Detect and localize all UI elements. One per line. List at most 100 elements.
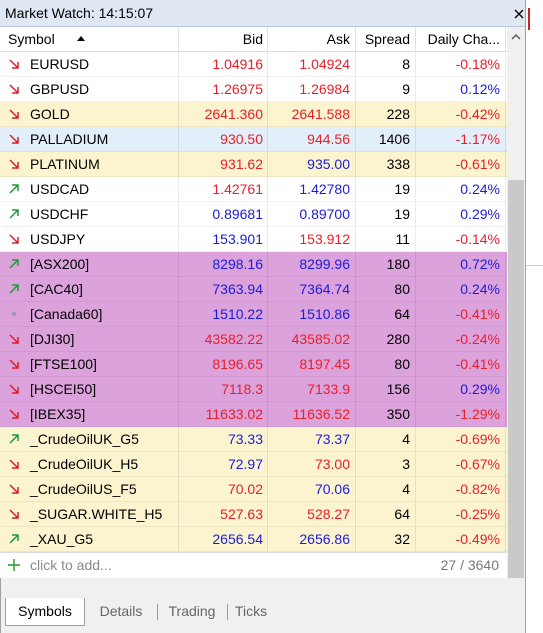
cell-divider [415,452,416,477]
cell-divider [178,202,179,227]
table-row[interactable]: USDCHF 0.89681 0.89700 19 0.29% [0,202,507,227]
cell-divider [415,52,416,77]
table-row[interactable]: _CrudeOilUK_H5 72.97 73.00 3 -0.67% [0,452,507,477]
symbol-cell: _CrudeOilUS_F5 [30,481,137,497]
tab[interactable]: Details [99,603,143,619]
column-header[interactable]: Ask [326,31,350,47]
table-row[interactable]: EURUSD 1.04916 1.04924 8 -0.18% [0,52,507,77]
scroll-up[interactable] [511,33,521,41]
change-cell: -0.69% [455,431,500,447]
trend-icon [9,409,19,419]
window-title: Market Watch: 14:15:07 [5,5,154,21]
trend-icon [9,59,19,69]
scrollbar[interactable] [507,27,525,578]
bid-cell: 70.02 [227,481,263,497]
plus-icon [8,559,20,571]
column-header[interactable]: Bid [242,31,263,47]
ask-cell: 11636.52 [292,406,350,422]
table-row[interactable]: [FTSE100] 8196.65 8197.45 80 -0.41% [0,352,507,377]
column-divider [178,27,179,52]
cell-divider [267,477,268,502]
bid-cell: 11633.02 [205,406,263,422]
add-prompt: click to add... [30,557,112,573]
add-row[interactable]: click to add... 27 / 3640 [0,552,507,578]
table-row[interactable]: USDCAD 1.42761 1.42780 19 0.24% [0,177,507,202]
column-header[interactable]: Daily Cha... [427,31,500,47]
change-cell: -0.61% [455,156,500,172]
table-row[interactable]: GBPUSD 1.26975 1.26984 9 0.12% [0,77,507,102]
cell-divider [355,202,356,227]
cell-divider [505,502,506,527]
ask-cell: 935.00 [307,156,350,172]
cell-divider [355,377,356,402]
table-row[interactable]: GOLD 2641.360 2641.588 228 -0.42% [0,102,507,127]
cell-divider [355,77,356,102]
cell-divider [415,202,416,227]
bid-cell: 153.901 [212,231,263,247]
table-row[interactable]: USDJPY 153.901 153.912 11 -0.14% [0,227,507,252]
cell-divider [505,252,506,277]
cell-divider [178,477,179,502]
trend-icon [9,509,19,519]
cell-divider [355,452,356,477]
column-header[interactable]: Spread [364,31,410,47]
table-row[interactable]: [DJI30] 43582.22 43585.02 280 -0.24% [0,327,507,352]
trend-icon [9,484,19,494]
table-row[interactable]: [Canada60] 1510.22 1510.86 64 -0.41% [0,302,507,327]
column-divider [267,27,268,52]
change-cell: 0.29% [460,206,500,222]
ask-cell: 0.89700 [299,206,350,222]
cell-divider [415,177,416,202]
trend-icon [9,209,19,219]
table-row[interactable]: PLATINUM 931.62 935.00 338 -0.61% [0,152,507,177]
scroll-thumb[interactable] [508,180,524,578]
cell-divider [178,77,179,102]
table-row[interactable]: [IBEX35] 11633.02 11636.52 350 -1.29% [0,402,507,427]
tab[interactable]: Ticks [234,603,268,619]
close-button[interactable] [514,9,524,19]
ask-cell: 153.912 [299,231,350,247]
cell-divider [178,127,179,152]
cell-divider [415,377,416,402]
cell-divider [355,177,356,202]
cell-divider [415,477,416,502]
cell-divider [415,502,416,527]
bid-cell: 527.63 [220,506,263,522]
cell-divider [415,427,416,452]
table-row[interactable]: _SUGAR.WHITE_H5 527.63 528.27 64 -0.25% [0,502,507,527]
spread-cell: 4 [402,481,410,497]
bid-cell: 43582.22 [204,331,263,347]
trend-icon [9,359,19,369]
cell-divider [267,427,268,452]
table-row[interactable]: [CAC40] 7363.94 7364.74 80 0.24% [0,277,507,302]
tab[interactable]: Trading [168,603,216,619]
change-cell: -0.25% [455,506,500,522]
spread-cell: 9 [402,81,410,97]
cell-divider [178,452,179,477]
cell-divider [355,152,356,177]
table-row[interactable]: [HSCEI50] 7118.3 7133.9 156 0.29% [0,377,507,402]
table-row[interactable]: _XAU_G5 2656.54 2656.86 32 -0.49% [0,527,507,552]
trend-icon [9,259,19,269]
tab[interactable]: Symbols [5,598,85,626]
cell-divider [178,152,179,177]
symbol-cell: GBPUSD [30,81,90,97]
cell-divider [505,177,506,202]
change-cell: -0.49% [455,531,500,547]
cell-divider [267,452,268,477]
spread-cell: 8 [402,56,410,72]
cell-divider [505,52,506,77]
sort-arrow [77,36,85,41]
table-row[interactable]: _CrudeOilUS_F5 70.02 70.06 4 -0.82% [0,477,507,502]
table-row[interactable]: _CrudeOilUK_G5 73.33 73.37 4 -0.69% [0,427,507,452]
column-header[interactable]: Symbol [8,31,55,47]
cell-divider [267,152,268,177]
cell-divider [267,252,268,277]
table-row[interactable]: PALLADIUM 930.50 944.56 1406 -1.17% [0,127,507,152]
table-row[interactable]: [ASX200] 8298.16 8299.96 180 0.72% [0,252,507,277]
side-panel [525,0,543,633]
spread-cell: 32 [394,531,410,547]
cell-divider [355,302,356,327]
ask-cell: 70.06 [314,481,350,497]
bid-cell: 7118.3 [221,381,263,397]
